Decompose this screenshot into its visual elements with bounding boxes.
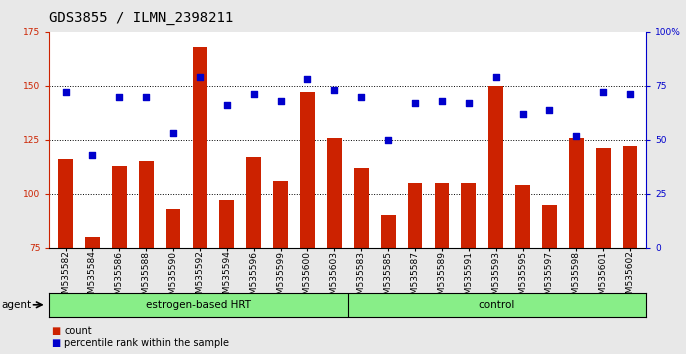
Text: GDS3855 / ILMN_2398211: GDS3855 / ILMN_2398211 xyxy=(49,11,234,25)
Bar xyxy=(515,185,530,248)
Bar xyxy=(139,161,154,248)
Bar xyxy=(246,157,261,248)
Text: agent: agent xyxy=(1,300,32,310)
Point xyxy=(60,90,71,95)
Bar xyxy=(58,159,73,248)
Point xyxy=(141,94,152,99)
Bar xyxy=(273,181,288,248)
Bar xyxy=(407,183,423,248)
Bar xyxy=(462,183,476,248)
Text: control: control xyxy=(479,300,515,310)
Bar xyxy=(354,168,368,248)
Bar xyxy=(193,47,207,248)
Bar xyxy=(434,183,449,248)
Bar xyxy=(569,138,584,248)
Point xyxy=(194,74,205,80)
Bar xyxy=(220,200,234,248)
Point xyxy=(517,111,528,117)
Bar xyxy=(542,205,557,248)
Bar xyxy=(327,138,342,248)
Point xyxy=(87,152,98,158)
Point xyxy=(410,100,421,106)
Point xyxy=(463,100,474,106)
Bar xyxy=(623,146,637,248)
Point xyxy=(275,98,286,104)
Point xyxy=(544,107,555,113)
Point xyxy=(114,94,125,99)
Text: ■: ■ xyxy=(51,338,60,348)
Point xyxy=(598,90,608,95)
Point xyxy=(248,92,259,97)
Bar xyxy=(381,215,396,248)
Point xyxy=(302,76,313,82)
Point xyxy=(167,131,178,136)
Point xyxy=(571,133,582,138)
Point xyxy=(222,102,233,108)
Point xyxy=(624,92,635,97)
Text: count: count xyxy=(64,326,92,336)
Point xyxy=(329,87,340,93)
Bar xyxy=(112,166,127,248)
Bar xyxy=(596,148,611,248)
Text: ■: ■ xyxy=(51,326,60,336)
Point xyxy=(490,74,501,80)
Bar xyxy=(165,209,180,248)
Point xyxy=(436,98,447,104)
Point xyxy=(356,94,367,99)
Text: percentile rank within the sample: percentile rank within the sample xyxy=(64,338,230,348)
Bar xyxy=(488,86,503,248)
Bar xyxy=(85,237,99,248)
Text: estrogen-based HRT: estrogen-based HRT xyxy=(146,300,251,310)
Bar xyxy=(300,92,315,248)
Point xyxy=(383,137,394,143)
